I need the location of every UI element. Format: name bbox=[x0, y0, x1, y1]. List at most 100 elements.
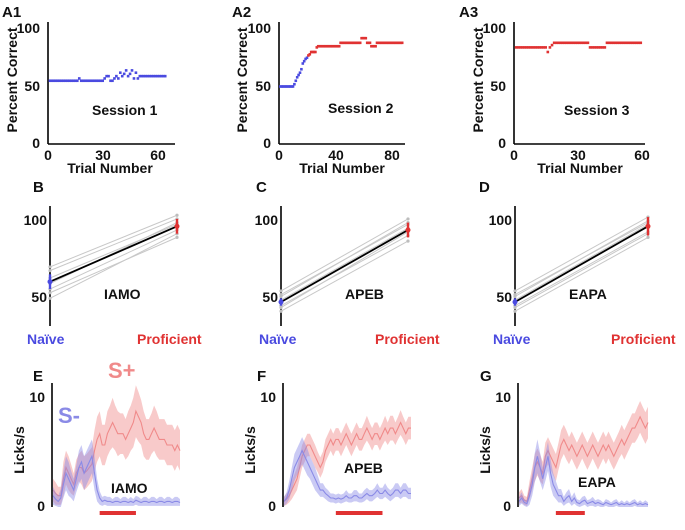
mean-line bbox=[280, 229, 409, 303]
individual-line bbox=[49, 229, 178, 290]
data-point bbox=[398, 41, 401, 45]
data-point bbox=[400, 41, 404, 45]
scatter-points bbox=[514, 41, 643, 54]
data-point bbox=[322, 44, 326, 48]
data-point bbox=[386, 41, 390, 45]
data-point bbox=[50, 79, 54, 83]
data-point bbox=[544, 46, 547, 49]
s-plus-mean-line bbox=[283, 421, 411, 502]
x-tick-label: 0 bbox=[275, 147, 283, 163]
data-point bbox=[56, 79, 60, 83]
data-point bbox=[321, 44, 324, 48]
individual-line bbox=[49, 218, 178, 272]
data-point bbox=[87, 79, 91, 83]
data-point bbox=[554, 41, 558, 45]
data-point bbox=[70, 79, 73, 83]
y-tick-label: 100 bbox=[17, 20, 41, 36]
data-point bbox=[160, 74, 163, 78]
data-point bbox=[523, 46, 526, 49]
data-point bbox=[592, 46, 596, 49]
y-axis-label: Licks/s bbox=[11, 426, 27, 474]
data-point bbox=[161, 74, 165, 78]
data-point bbox=[291, 85, 295, 88]
y-tick-label: 10 bbox=[495, 389, 511, 405]
data-point bbox=[616, 41, 619, 45]
individual-line bbox=[514, 236, 649, 312]
data-point bbox=[538, 46, 541, 49]
data-point bbox=[344, 41, 348, 45]
mean-line bbox=[514, 225, 649, 303]
data-point bbox=[287, 85, 291, 88]
individual-point bbox=[513, 293, 517, 297]
panel-b: B 100 50 IAMO Naïve Proficient bbox=[24, 179, 202, 347]
data-point bbox=[54, 79, 58, 83]
data-point bbox=[628, 41, 632, 45]
y-tick-label: 0 bbox=[503, 498, 511, 514]
data-point bbox=[565, 41, 569, 45]
data-point bbox=[382, 41, 386, 45]
data-point bbox=[358, 41, 362, 45]
individual-line bbox=[514, 233, 649, 308]
data-point bbox=[311, 50, 314, 54]
data-point bbox=[378, 41, 382, 45]
data-point bbox=[519, 46, 522, 49]
data-point bbox=[535, 46, 539, 49]
data-point bbox=[353, 41, 356, 45]
s-minus-mean-line bbox=[518, 456, 649, 506]
data-point bbox=[349, 41, 352, 45]
session-label: Session 2 bbox=[328, 100, 394, 116]
x-tick-label: 80 bbox=[384, 147, 400, 163]
y-tick-label: 10 bbox=[29, 389, 45, 405]
data-point bbox=[136, 77, 140, 80]
s-minus-mean-line bbox=[52, 454, 181, 504]
data-point bbox=[302, 59, 306, 63]
data-point bbox=[148, 74, 151, 78]
data-point bbox=[626, 41, 630, 45]
x-tick-label: 0 bbox=[510, 147, 518, 163]
data-point bbox=[576, 41, 579, 45]
proficient-mean-point bbox=[405, 227, 411, 233]
data-point bbox=[635, 41, 638, 45]
data-point bbox=[146, 74, 149, 78]
proficient-label: Proficient bbox=[137, 331, 202, 347]
mouse-label: EAPA bbox=[578, 474, 616, 490]
data-point bbox=[97, 79, 101, 83]
individual-point bbox=[513, 309, 517, 313]
data-point bbox=[396, 41, 400, 45]
data-point bbox=[340, 41, 344, 45]
data-point bbox=[395, 41, 398, 45]
data-point bbox=[337, 44, 341, 48]
panel-label: A1 bbox=[2, 4, 21, 21]
data-point bbox=[111, 79, 114, 83]
data-point bbox=[620, 41, 624, 45]
data-point bbox=[569, 41, 573, 45]
data-point bbox=[326, 44, 330, 48]
data-point bbox=[333, 44, 337, 48]
data-point bbox=[332, 44, 335, 48]
panel-f: F 10 0 Licks/s APEB bbox=[242, 368, 411, 515]
data-point bbox=[546, 50, 550, 54]
data-point bbox=[163, 74, 167, 78]
session-label: Session 3 bbox=[564, 102, 630, 118]
data-point bbox=[124, 69, 128, 72]
data-point bbox=[156, 74, 159, 78]
y-tick-label: 50 bbox=[490, 78, 506, 94]
data-point bbox=[379, 41, 383, 45]
x-tick-label: 60 bbox=[150, 147, 166, 163]
s-minus-sem-band bbox=[519, 439, 648, 507]
data-point bbox=[304, 57, 307, 61]
data-point bbox=[603, 46, 607, 49]
data-point bbox=[527, 46, 531, 49]
data-point bbox=[305, 56, 309, 60]
data-point bbox=[561, 41, 564, 45]
data-point bbox=[48, 79, 52, 83]
data-point bbox=[343, 41, 347, 45]
individual-point bbox=[48, 265, 52, 269]
individual-line bbox=[49, 236, 178, 294]
x-tick-label: 40 bbox=[328, 147, 344, 163]
data-point bbox=[609, 41, 613, 45]
data-point bbox=[597, 46, 600, 49]
individual-line bbox=[49, 233, 178, 299]
s-plus-mean-line bbox=[52, 409, 181, 497]
panel-label: D bbox=[479, 179, 490, 196]
